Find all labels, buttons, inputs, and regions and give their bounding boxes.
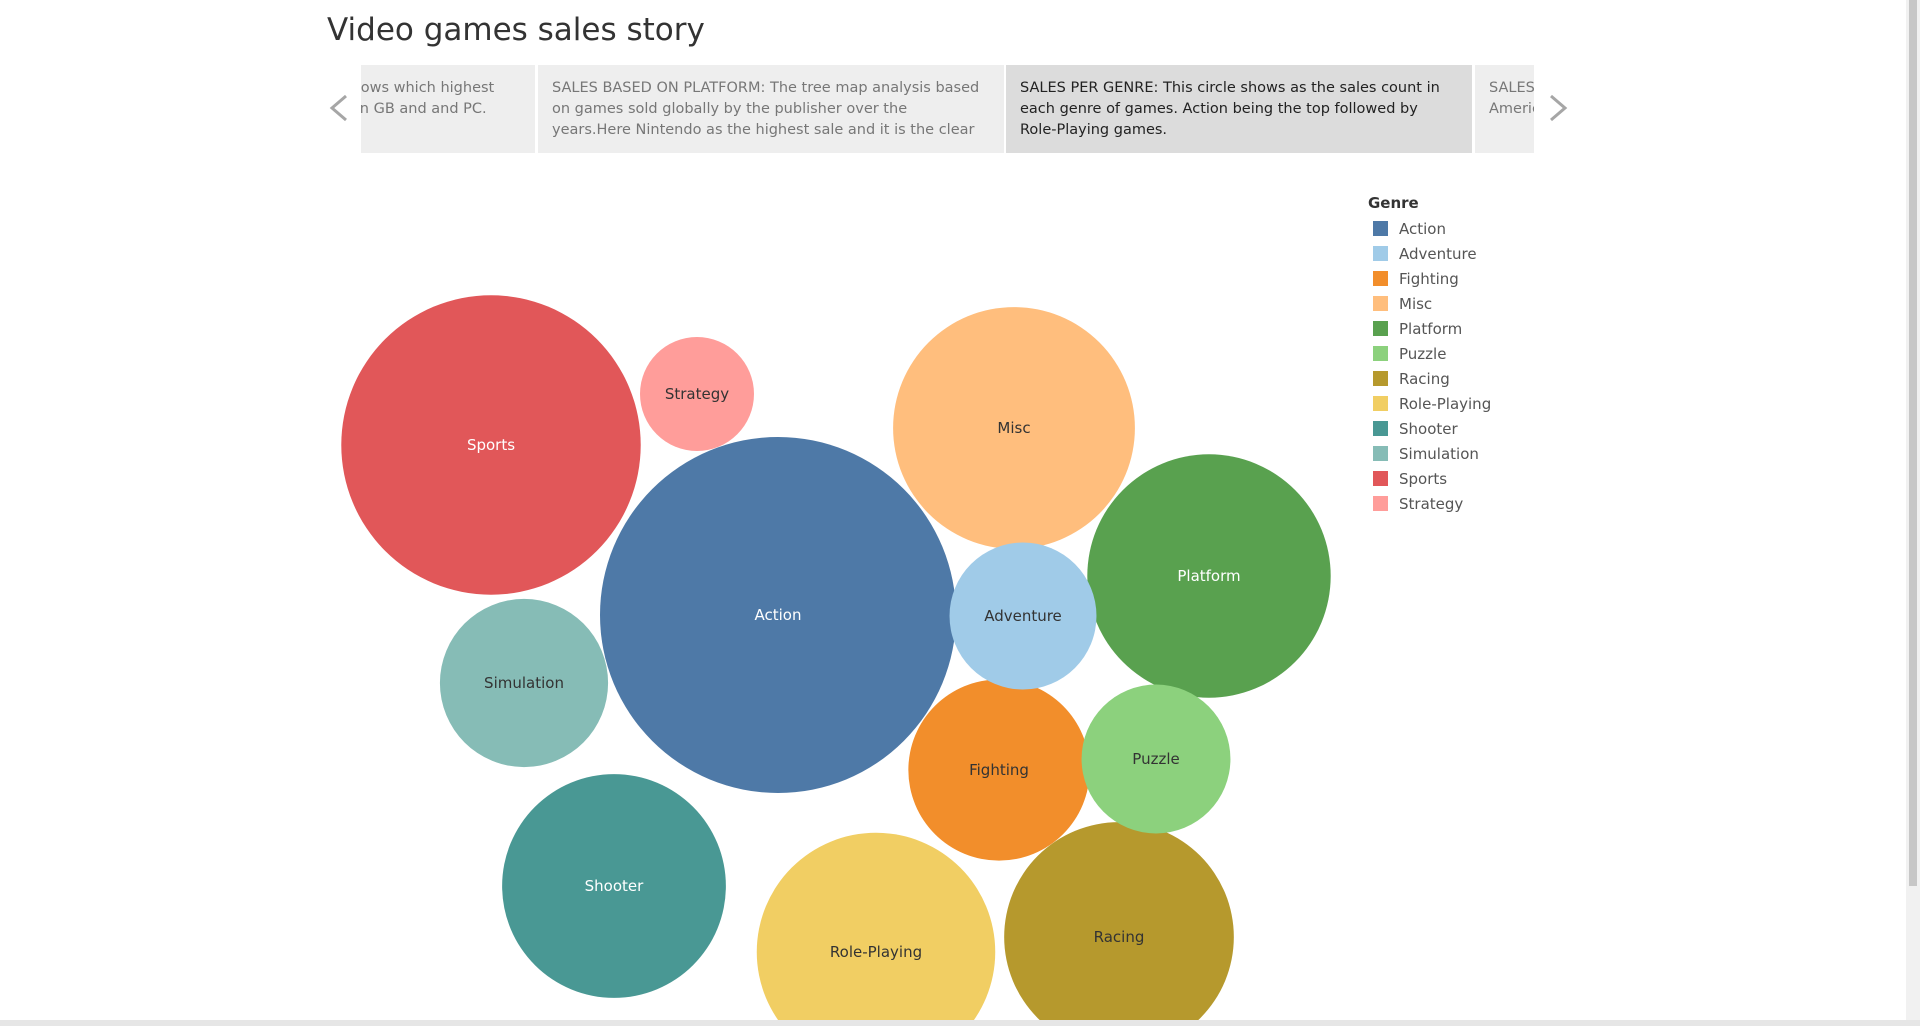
bubble-platform[interactable]: [1087, 454, 1331, 698]
chevron-right-icon: [1550, 94, 1568, 122]
genre-legend: Genre Action Adventure Fighting Misc Platfor…: [1368, 194, 1528, 516]
legend-label: Fighting: [1399, 269, 1459, 288]
bubble-label-platform: Platform: [1177, 567, 1240, 585]
bubble-action[interactable]: [600, 437, 956, 793]
bubble-shooter[interactable]: [502, 774, 726, 998]
bubble-label-misc: Misc: [997, 419, 1030, 437]
story-point-2[interactable]: SALES BASED ON PLATFORM: The tree map an…: [538, 65, 1004, 153]
story-point-4[interactable]: SALES units sold in North America: [1475, 65, 1534, 153]
bubble-fighting[interactable]: [908, 679, 1090, 861]
bubble-label-sports: Sports: [467, 436, 515, 454]
legend-label: Shooter: [1399, 419, 1458, 438]
legend-item-puzzle[interactable]: Puzzle: [1368, 341, 1528, 366]
legend-item-adventure[interactable]: Adventure: [1368, 241, 1528, 266]
legend-swatch: [1373, 471, 1388, 486]
legend-item-misc[interactable]: Misc: [1368, 291, 1528, 316]
bubble-label-adventure: Adventure: [984, 607, 1062, 625]
bubble-role-playing[interactable]: [756, 832, 996, 1026]
legend-item-fighting[interactable]: Fighting: [1368, 266, 1528, 291]
legend-label: Action: [1399, 219, 1446, 238]
story-next-button[interactable]: [1537, 88, 1577, 128]
story-point-1[interactable]: A Gantt chart which shows which highest …: [361, 65, 535, 153]
legend-item-role-playing[interactable]: Role-Playing: [1368, 391, 1528, 416]
legend-item-racing[interactable]: Racing: [1368, 366, 1528, 391]
legend-swatch: [1373, 371, 1388, 386]
bubble-racing[interactable]: [1004, 822, 1234, 1026]
legend-swatch: [1373, 221, 1388, 236]
legend-label: Platform: [1399, 319, 1463, 338]
scrollbar-thumb[interactable]: [1909, 0, 1917, 886]
legend-item-platform[interactable]: Platform: [1368, 316, 1528, 341]
legend-item-strategy[interactable]: Strategy: [1368, 491, 1528, 516]
bubble-label-simulation: Simulation: [484, 674, 564, 692]
legend-swatch: [1373, 246, 1388, 261]
story-point-text: SALES PER GENRE: This circle shows as th…: [1020, 80, 1440, 138]
bubble-simulation[interactable]: [439, 598, 609, 768]
story-point-text: SALES units sold in North America: [1489, 80, 1534, 117]
bubble-label-shooter: Shooter: [585, 877, 644, 895]
legend-item-sports[interactable]: Sports: [1368, 466, 1528, 491]
bubble-label-strategy: Strategy: [665, 385, 729, 403]
legend-label: Racing: [1399, 369, 1450, 388]
bubble-strategy[interactable]: [640, 337, 754, 451]
story-point-3-active[interactable]: SALES PER GENRE: This circle shows as th…: [1006, 65, 1472, 153]
legend-label: Strategy: [1399, 494, 1464, 513]
bubble-label-fighting: Fighting: [969, 761, 1029, 779]
bubble-label-role-playing: Role-Playing: [830, 943, 922, 961]
legend-label: Puzzle: [1399, 344, 1447, 363]
story-point-text: A Gantt chart which shows which highest …: [361, 80, 495, 117]
legend-title: Genre: [1368, 194, 1419, 212]
chevron-left-icon: [329, 94, 347, 122]
legend-swatch: [1373, 321, 1388, 336]
story-prev-button[interactable]: [320, 88, 360, 128]
legend-label: Simulation: [1399, 444, 1479, 463]
legend-label: Sports: [1399, 469, 1448, 488]
legend-swatch: [1373, 296, 1388, 311]
story-point-text: SALES BASED ON PLATFORM: The tree map an…: [552, 80, 980, 138]
bubble-misc[interactable]: [893, 307, 1135, 549]
bubble-adventure[interactable]: [949, 542, 1097, 690]
bubble-puzzle[interactable]: [1081, 684, 1231, 834]
legend-swatch: [1373, 446, 1388, 461]
bubble-label-racing: Racing: [1094, 928, 1145, 946]
bubble-sports[interactable]: [341, 295, 641, 595]
legend-item-shooter[interactable]: Shooter: [1368, 416, 1528, 441]
bubble-label-action: Action: [755, 606, 802, 624]
legend-item-action[interactable]: Action: [1368, 216, 1528, 241]
legend-swatch: [1373, 496, 1388, 511]
legend-label: Adventure: [1399, 244, 1477, 263]
bubble-label-puzzle: Puzzle: [1132, 750, 1179, 768]
horizontal-scrollbar[interactable]: [0, 1020, 1920, 1026]
legend-swatch: [1373, 346, 1388, 361]
page-title: Video games sales story: [327, 12, 705, 48]
legend-label: Role-Playing: [1399, 394, 1492, 413]
legend-swatch: [1373, 421, 1388, 436]
legend-swatch: [1373, 271, 1388, 286]
legend-item-simulation[interactable]: Simulation: [1368, 441, 1528, 466]
legend-label: Misc: [1399, 294, 1433, 313]
legend-swatch: [1373, 396, 1388, 411]
story-navigator: A Gantt chart which shows which highest …: [361, 65, 1534, 153]
vertical-scrollbar[interactable]: [1906, 0, 1920, 1020]
